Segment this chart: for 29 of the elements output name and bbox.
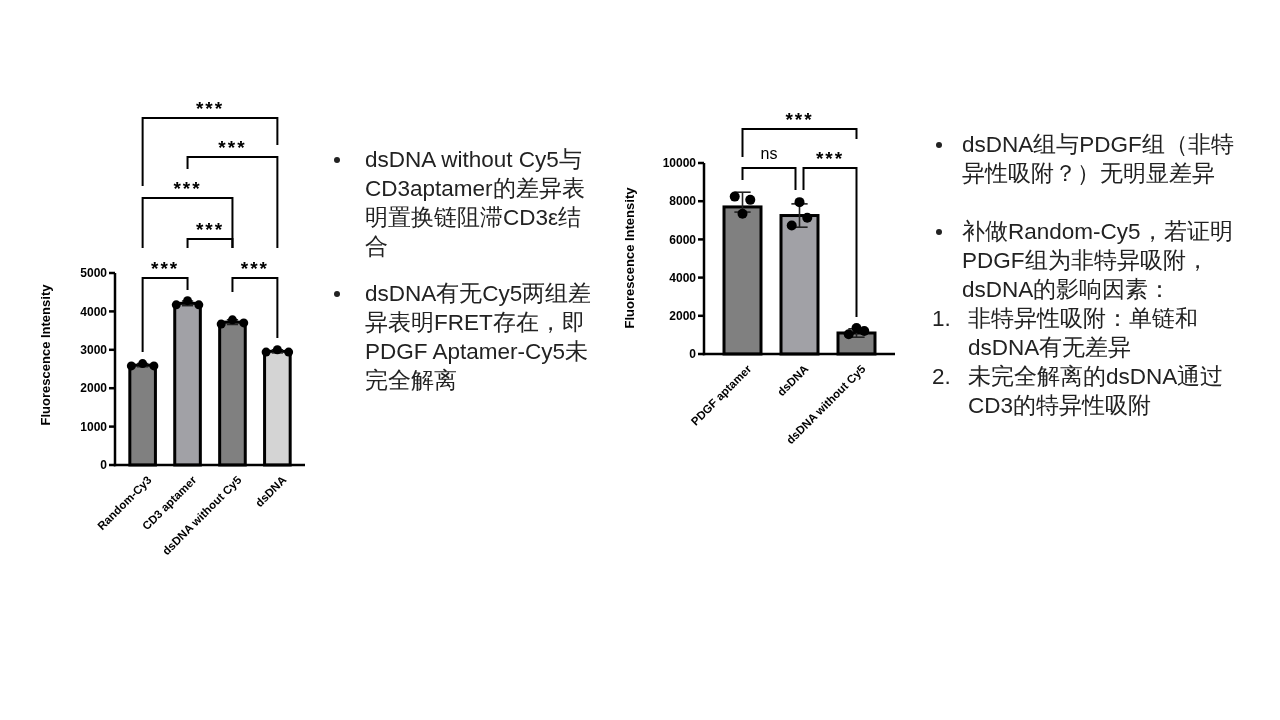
text: ns: [760, 145, 778, 162]
text: dsDNA without Cy5与CD3aptamer的差异表明置换链阻滞CD3ε结合: [365, 146, 586, 261]
y-tick-label: 3000: [80, 343, 108, 357]
y-tick-label: 10000: [662, 156, 697, 171]
y-tick-label: 4000: [669, 270, 697, 285]
text: dsDNA组与PDGF组（非特异性吸附？）无明显差异: [962, 131, 1235, 188]
text: ***: [195, 98, 225, 119]
annotation: ***: [240, 258, 270, 279]
text: ***: [195, 219, 225, 240]
text: 补做Random-Cy5，若证明PDGF组为非特异吸附，dsDNA的影响因素：: [962, 218, 1234, 304]
text: 2. 未完全解离的dsDNA通过CD3的特异性吸附: [932, 363, 1225, 420]
y-axis-title: Fluorescence Intensity: [621, 186, 637, 329]
text: ***: [218, 137, 247, 158]
annotation: ***: [815, 148, 845, 169]
text: 1. 非特异性吸附：单链和dsDNA有无差异: [932, 305, 1199, 362]
y-tick-label: 0: [100, 458, 108, 473]
y-tick-label: 1000: [80, 419, 108, 434]
y-axis-title: Fluorescence Intensity: [37, 283, 53, 426]
text: dsDNA有无Cy5两组差异表明FRET存在，即PDGF Aptamer-Cy5未完全解离: [365, 280, 593, 395]
y-tick-label: 2000: [669, 309, 697, 323]
annotation: ***: [150, 258, 180, 279]
y-tick-label: 4000: [80, 304, 108, 319]
y-tick-label: 5000: [80, 266, 108, 281]
text: ***: [173, 178, 202, 199]
y-tick-label: 6000: [669, 232, 697, 247]
y-tick-label: 2000: [80, 381, 108, 396]
text: ***: [785, 109, 814, 130]
y-tick-label: 8000: [669, 194, 697, 209]
y-tick-label: 0: [689, 347, 697, 362]
